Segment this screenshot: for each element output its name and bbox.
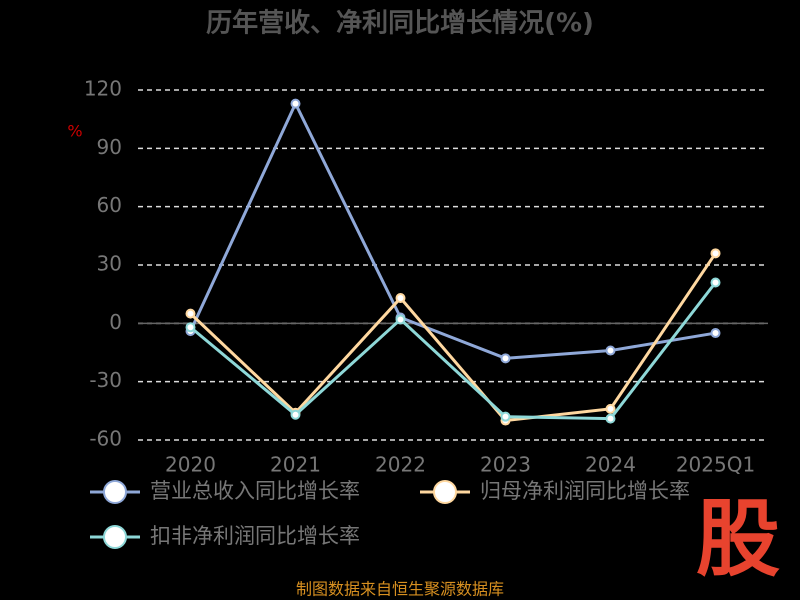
point	[710, 277, 721, 288]
point	[290, 409, 301, 420]
series-line	[189, 100, 716, 360]
legend-label: 归母净利润同比增长率	[480, 479, 690, 503]
point	[185, 322, 196, 333]
source-note: 制图数据来自恒生聚源数据库	[296, 580, 504, 599]
y-tick-label: 90	[97, 135, 122, 159]
x-tick-label: 2025Q1	[676, 453, 755, 477]
y-tick-label: 30	[97, 252, 122, 276]
y-axis-label: %	[67, 122, 82, 141]
chart-title: 历年营收、净利同比增长情况(%)	[206, 8, 594, 39]
point	[605, 403, 616, 414]
legend-label: 营业总收入同比增长率	[150, 479, 360, 503]
y-tick-label: 120	[84, 77, 122, 101]
point	[395, 293, 406, 304]
logo: 股	[696, 490, 780, 588]
x-tick-label: 2020	[165, 453, 216, 477]
x-tick-label: 2022	[375, 453, 426, 477]
y-tick-label: -60	[89, 427, 122, 451]
series-line	[189, 281, 717, 421]
point	[710, 328, 721, 339]
series-line	[189, 252, 717, 423]
point	[605, 413, 616, 424]
x-tick-label: 2021	[270, 453, 321, 477]
y-tick-label: 0	[109, 310, 122, 334]
y-tick-label: 60	[97, 193, 122, 217]
y-tick-label: -30	[89, 368, 122, 392]
legend-marker	[103, 525, 127, 549]
point	[710, 248, 721, 259]
legend-marker	[103, 480, 127, 504]
point	[605, 345, 616, 356]
legend-label: 扣非净利润同比增长率	[150, 524, 360, 548]
point	[290, 98, 301, 109]
point	[500, 411, 511, 422]
point	[500, 353, 511, 364]
x-tick-label: 2024	[585, 453, 636, 477]
point	[395, 314, 406, 325]
x-tick-label: 2023	[480, 453, 531, 477]
point	[185, 308, 196, 319]
legend-marker	[433, 480, 457, 504]
